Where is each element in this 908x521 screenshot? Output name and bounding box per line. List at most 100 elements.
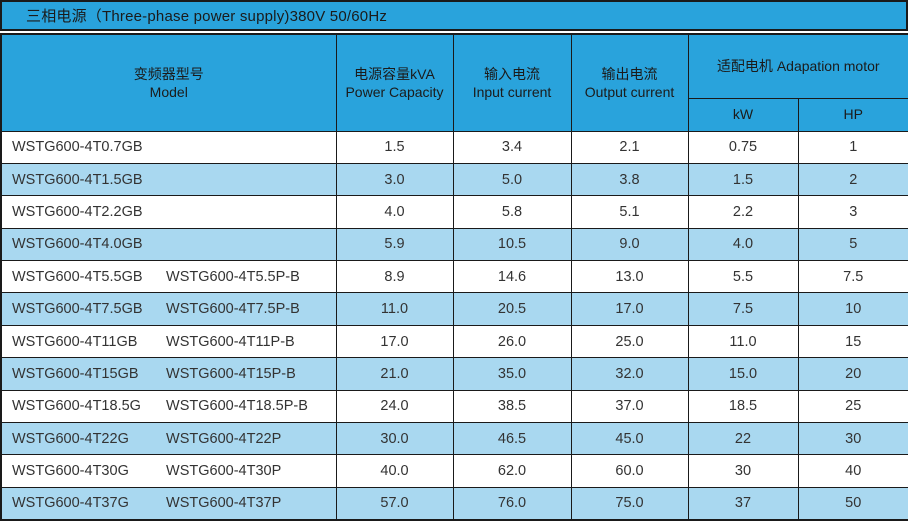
input-current-cell: 5.8 [452, 195, 572, 229]
model-secondary: WSTG600-4T30P [166, 463, 282, 480]
output-current-cell: 37.0 [570, 389, 689, 424]
power-capacity-cell: 8.9 [335, 260, 454, 294]
motor-hp-cell: 25 [797, 389, 908, 424]
motor-kw-cell: 18.5 [687, 389, 799, 424]
table-row: WSTG600-4T11GB WSTG600-4T11P-B 17.0 26.0… [0, 324, 908, 359]
power-capacity-cell: 30.0 [335, 422, 454, 456]
output-current-cell: 60.0 [570, 454, 689, 488]
motor-kw-cell: 0.75 [687, 130, 799, 164]
input-current-cell: 46.5 [452, 422, 572, 456]
input-current-cell: 3.4 [452, 130, 572, 164]
input-current-cell: 62.0 [452, 454, 572, 488]
model-secondary: WSTG600-4T15P-B [166, 365, 296, 382]
power-capacity-cell: 11.0 [335, 292, 454, 326]
model-cell: WSTG600-4T30G WSTG600-4T30P [0, 454, 337, 488]
motor-kw-cell: 15.0 [687, 357, 799, 391]
motor-hp-cell: 1 [797, 130, 908, 164]
motor-hp-cell: 20 [797, 357, 908, 391]
col-header-model-cn: 变频器型号 [133, 65, 204, 82]
col-header-power-cn: 电源容量kVA [354, 65, 435, 82]
col-header-output-cn: 输出电流 [601, 65, 658, 82]
input-current-cell: 5.0 [452, 162, 572, 197]
output-current-cell: 9.0 [570, 227, 689, 262]
model-cell: WSTG600-4T1.5GB [0, 162, 337, 197]
table-row: WSTG600-4T22G WSTG600-4T22P 30.0 46.5 45… [0, 422, 908, 456]
table-row: WSTG600-4T37G WSTG600-4T37P 57.0 76.0 75… [0, 486, 908, 521]
output-current-cell: 2.1 [570, 130, 689, 164]
spec-table: 变频器型号 Model 电源容量kVA Power Capacity 输入电流 … [0, 33, 908, 521]
motor-hp-cell: 5 [797, 227, 908, 262]
output-current-cell: 17.0 [570, 292, 689, 326]
model-cell: WSTG600-4T37G WSTG600-4T37P [0, 486, 337, 521]
table-title: 三相电源（Three-phase power supply)380V 50/60… [26, 8, 388, 25]
col-header-output-current: 输出电流 Output current [570, 33, 689, 132]
motor-hp-cell: 30 [797, 422, 908, 456]
model-cell: WSTG600-4T11GB WSTG600-4T11P-B [0, 324, 337, 359]
model-primary: WSTG600-4T11GB [12, 333, 138, 350]
model-cell: WSTG600-4T0.7GB [0, 130, 337, 164]
col-header-hp: HP [797, 97, 908, 132]
table-body: WSTG600-4T0.7GB 1.5 3.4 2.1 0.75 1 WSTG6… [0, 130, 908, 521]
col-header-motor-label: 适配电机 Adapation motor [716, 58, 880, 75]
motor-kw-cell: 37 [687, 486, 799, 521]
table-header: 变频器型号 Model 电源容量kVA Power Capacity 输入电流 … [0, 33, 908, 132]
table-row: WSTG600-4T15GB WSTG600-4T15P-B 21.0 35.0… [0, 357, 908, 391]
col-header-input-current: 输入电流 Input current [452, 33, 572, 132]
power-capacity-cell: 24.0 [335, 389, 454, 424]
table-row: WSTG600-4T5.5GB WSTG600-4T5.5P-B 8.9 14.… [0, 260, 908, 294]
motor-kw-cell: 1.5 [687, 162, 799, 197]
table-row: WSTG600-4T0.7GB 1.5 3.4 2.1 0.75 1 [0, 130, 908, 164]
input-current-cell: 20.5 [452, 292, 572, 326]
table-row: WSTG600-4T1.5GB 3.0 5.0 3.8 1.5 2 [0, 162, 908, 197]
model-secondary: WSTG600-4T7.5P-B [166, 301, 300, 318]
model-primary: WSTG600-4T30G [12, 463, 129, 480]
col-header-input-en: Input current [472, 83, 552, 100]
model-cell: WSTG600-4T22G WSTG600-4T22P [0, 422, 337, 456]
model-cell: WSTG600-4T5.5GB WSTG600-4T5.5P-B [0, 260, 337, 294]
output-current-cell: 25.0 [570, 324, 689, 359]
input-current-cell: 14.6 [452, 260, 572, 294]
model-primary: WSTG600-4T5.5GB [12, 268, 143, 285]
input-current-cell: 10.5 [452, 227, 572, 262]
col-header-output-en: Output current [584, 83, 675, 100]
power-capacity-cell: 3.0 [335, 162, 454, 197]
motor-kw-cell: 5.5 [687, 260, 799, 294]
motor-hp-cell: 10 [797, 292, 908, 326]
model-primary: WSTG600-4T15GB [12, 365, 139, 382]
model-primary: WSTG600-4T37G [12, 495, 129, 512]
model-cell: WSTG600-4T18.5G WSTG600-4T18.5P-B [0, 389, 337, 424]
model-primary: WSTG600-4T4.0GB [12, 236, 143, 253]
motor-kw-cell: 11.0 [687, 324, 799, 359]
power-capacity-cell: 21.0 [335, 357, 454, 391]
input-current-cell: 38.5 [452, 389, 572, 424]
output-current-cell: 75.0 [570, 486, 689, 521]
model-primary: WSTG600-4T2.2GB [12, 203, 143, 220]
model-secondary: WSTG600-4T5.5P-B [166, 268, 300, 285]
col-header-power-en: Power Capacity [345, 83, 444, 100]
table-row: WSTG600-4T30G WSTG600-4T30P 40.0 62.0 60… [0, 454, 908, 488]
motor-hp-cell: 40 [797, 454, 908, 488]
power-capacity-cell: 1.5 [335, 130, 454, 164]
power-capacity-cell: 17.0 [335, 324, 454, 359]
motor-kw-cell: 4.0 [687, 227, 799, 262]
model-primary: WSTG600-4T0.7GB [12, 139, 143, 156]
motor-hp-cell: 50 [797, 486, 908, 521]
power-capacity-cell: 5.9 [335, 227, 454, 262]
motor-kw-cell: 2.2 [687, 195, 799, 229]
model-secondary: WSTG600-4T37P [166, 495, 282, 512]
model-cell: WSTG600-4T7.5GB WSTG600-4T7.5P-B [0, 292, 337, 326]
model-cell: WSTG600-4T2.2GB [0, 195, 337, 229]
power-capacity-cell: 4.0 [335, 195, 454, 229]
motor-hp-cell: 7.5 [797, 260, 908, 294]
motor-kw-cell: 7.5 [687, 292, 799, 326]
model-cell: WSTG600-4T4.0GB [0, 227, 337, 262]
col-header-input-cn: 输入电流 [484, 65, 540, 82]
model-secondary: WSTG600-4T18.5P-B [166, 398, 308, 415]
model-secondary: WSTG600-4T22P [166, 430, 282, 447]
table-row: WSTG600-4T2.2GB 4.0 5.8 5.1 2.2 3 [0, 195, 908, 229]
output-current-cell: 3.8 [570, 162, 689, 197]
input-current-cell: 26.0 [452, 324, 572, 359]
table-title-bar: 三相电源（Three-phase power supply)380V 50/60… [0, 0, 908, 31]
output-current-cell: 32.0 [570, 357, 689, 391]
